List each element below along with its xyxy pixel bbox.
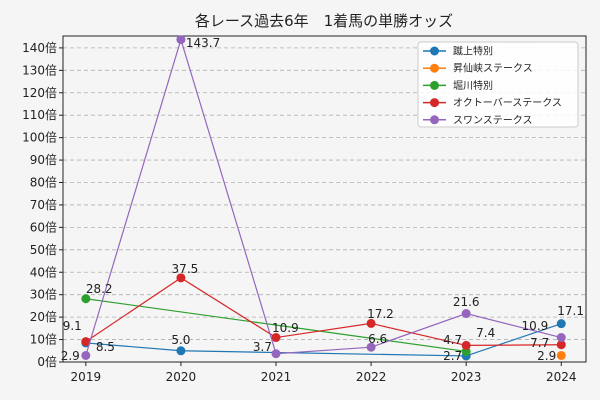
data-point bbox=[81, 350, 91, 360]
data-point bbox=[81, 337, 91, 347]
x-tick-label: 2021 bbox=[261, 370, 292, 384]
y-tick-label: 140倍 bbox=[22, 40, 57, 55]
series-line bbox=[85, 277, 562, 346]
data-point bbox=[366, 342, 376, 352]
data-point bbox=[176, 273, 186, 283]
data-point bbox=[176, 35, 186, 45]
data-label: 9.1 bbox=[63, 319, 82, 333]
data-label: 3.7 bbox=[253, 340, 272, 354]
legend-marker bbox=[430, 98, 439, 108]
data-label: 7.7 bbox=[530, 336, 549, 350]
data-label: 37.5 bbox=[172, 262, 199, 276]
legend-box bbox=[417, 41, 579, 128]
data-label: 7.4 bbox=[476, 326, 495, 340]
legend-label: スワンステークス bbox=[453, 114, 533, 126]
data-label: 4.7 bbox=[443, 333, 462, 347]
data-label: 21.6 bbox=[453, 295, 480, 309]
data-point bbox=[271, 333, 281, 343]
data-label: 10.9 bbox=[272, 321, 299, 335]
y-tick-label: 70倍 bbox=[30, 197, 57, 212]
data-point bbox=[366, 318, 376, 328]
y-tick-label: 40倍 bbox=[30, 264, 57, 279]
data-label: 8.5 bbox=[96, 340, 115, 354]
y-tick-label: 30倍 bbox=[30, 287, 57, 302]
data-point bbox=[176, 346, 186, 356]
data-label: 28.2 bbox=[86, 282, 113, 296]
legend-marker bbox=[430, 80, 439, 90]
data-point bbox=[556, 333, 566, 343]
data-point bbox=[556, 340, 566, 350]
x-tick-label: 2024 bbox=[546, 370, 577, 384]
data-point bbox=[556, 319, 566, 329]
data-label: 17.2 bbox=[367, 307, 394, 321]
series-line bbox=[85, 298, 467, 353]
data-label: 6.6 bbox=[368, 332, 387, 346]
x-tick-label: 2022 bbox=[356, 370, 387, 384]
y-tick-label: 10倍 bbox=[30, 332, 57, 347]
y-tick-label: 0倍 bbox=[37, 354, 57, 369]
y-tick-label: 130倍 bbox=[22, 62, 57, 77]
plot-frame bbox=[62, 35, 587, 363]
legend-label: 昇仙峡ステークス bbox=[453, 62, 533, 75]
data-label: 5.0 bbox=[171, 333, 190, 347]
x-tick-label: 2023 bbox=[451, 370, 482, 384]
y-tick-label: 80倍 bbox=[30, 175, 57, 190]
y-tick-label: 110倍 bbox=[22, 107, 57, 122]
y-tick-label: 120倍 bbox=[22, 85, 57, 100]
y-tick-label: 100倍 bbox=[22, 130, 57, 145]
data-point bbox=[556, 350, 566, 360]
data-label: 2.9 bbox=[537, 349, 556, 363]
legend-label: 堀川特別 bbox=[453, 80, 493, 92]
data-point bbox=[461, 340, 471, 350]
series-line bbox=[85, 37, 562, 356]
y-tick-label: 60倍 bbox=[30, 219, 57, 234]
y-tick-label: 20倍 bbox=[30, 309, 57, 324]
y-tick-label: 90倍 bbox=[30, 152, 57, 167]
data-label: 10.9 bbox=[522, 319, 549, 333]
legend-marker bbox=[430, 63, 439, 73]
x-tick-label: 2019 bbox=[71, 370, 102, 384]
chart-title: 各レース過去6年 1着馬の単勝オッズ bbox=[195, 12, 453, 30]
legend-marker bbox=[430, 115, 439, 125]
data-label: 17.1 bbox=[557, 304, 584, 318]
legend-label: 蹴上特別 bbox=[453, 45, 493, 58]
data-label: 2.7 bbox=[443, 349, 462, 363]
y-tick-label: 50倍 bbox=[30, 242, 57, 257]
data-label: 2.9 bbox=[61, 349, 80, 363]
series-line bbox=[85, 323, 562, 357]
legend-marker bbox=[430, 46, 439, 56]
data-point bbox=[81, 294, 91, 304]
data-point bbox=[461, 309, 471, 319]
legend-label: オクトーバーステークス bbox=[453, 97, 562, 109]
x-tick-label: 2020 bbox=[166, 370, 197, 384]
data-label: 143.7 bbox=[186, 36, 220, 50]
data-point bbox=[271, 349, 281, 359]
